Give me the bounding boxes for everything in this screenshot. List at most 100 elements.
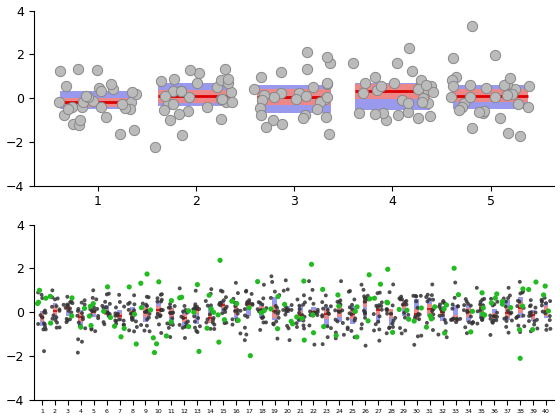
Point (40, 307, 49, 314)
Bar (66, 304, 70, 311)
Point (292, 95, 301, 102)
Point (169, 88, 178, 95)
Point (125, 284, 134, 290)
Point (92, 296, 101, 303)
Point (86, 312, 95, 319)
Point (502, 323, 511, 330)
Point (55, 68, 64, 74)
Point (467, 23, 476, 30)
Point (34, 299, 43, 306)
Point (68, 300, 77, 307)
Point (64, 307, 73, 314)
Point (86, 303, 95, 310)
Bar (117, 313, 122, 319)
Point (75, 116, 84, 123)
Point (214, 339, 223, 346)
Point (231, 279, 240, 286)
Point (73, 349, 82, 356)
Point (94, 315, 102, 322)
Bar (350, 306, 354, 324)
Point (526, 297, 535, 304)
Point (321, 292, 330, 299)
Bar (453, 305, 458, 319)
Point (240, 306, 249, 312)
Point (490, 301, 499, 307)
Point (166, 319, 175, 326)
Point (260, 307, 269, 314)
Bar (208, 305, 212, 323)
Point (262, 123, 270, 130)
Point (422, 294, 431, 300)
Point (203, 325, 212, 331)
Point (208, 319, 217, 326)
Point (323, 306, 332, 313)
Point (531, 278, 540, 285)
Point (169, 100, 178, 107)
Point (61, 304, 70, 311)
Point (124, 301, 133, 307)
Point (240, 312, 249, 319)
Point (426, 312, 435, 319)
Point (136, 280, 145, 286)
Point (478, 310, 487, 317)
Point (166, 301, 175, 307)
Point (207, 305, 216, 312)
Point (449, 83, 458, 90)
Point (153, 310, 162, 317)
Point (518, 289, 527, 296)
Point (503, 295, 512, 302)
Point (488, 302, 497, 309)
Point (376, 281, 385, 288)
Bar (60, 97, 135, 108)
Point (515, 299, 524, 305)
Point (427, 315, 436, 322)
Point (306, 312, 315, 318)
Point (514, 297, 522, 304)
Point (418, 99, 427, 106)
Bar (518, 302, 522, 313)
Point (383, 266, 392, 273)
Point (375, 302, 384, 309)
Point (67, 298, 76, 304)
Point (404, 109, 413, 116)
Point (127, 99, 136, 106)
Point (375, 337, 384, 344)
Point (308, 84, 317, 91)
Point (185, 93, 194, 100)
Point (110, 323, 119, 330)
Point (156, 313, 165, 320)
Point (429, 311, 438, 318)
Point (434, 331, 443, 338)
Point (255, 299, 264, 306)
Point (100, 321, 109, 328)
Point (63, 106, 72, 113)
Bar (531, 310, 535, 321)
Point (285, 337, 294, 344)
Bar (221, 303, 225, 308)
Point (143, 270, 152, 277)
Point (272, 318, 281, 325)
Point (222, 319, 231, 326)
Point (335, 299, 344, 306)
Point (76, 324, 85, 331)
Point (156, 312, 165, 319)
Point (397, 96, 406, 103)
Point (217, 299, 226, 306)
Point (169, 322, 178, 328)
Point (218, 310, 227, 317)
Point (442, 334, 451, 341)
Point (310, 341, 319, 348)
Point (157, 306, 166, 313)
Point (409, 292, 418, 299)
Point (217, 95, 226, 102)
Point (491, 94, 500, 100)
Point (476, 298, 485, 305)
Point (232, 299, 241, 306)
Point (174, 110, 183, 117)
Point (310, 309, 319, 316)
Point (179, 315, 188, 321)
Point (115, 316, 124, 323)
Point (361, 315, 370, 321)
Point (220, 297, 228, 304)
Point (438, 312, 447, 318)
